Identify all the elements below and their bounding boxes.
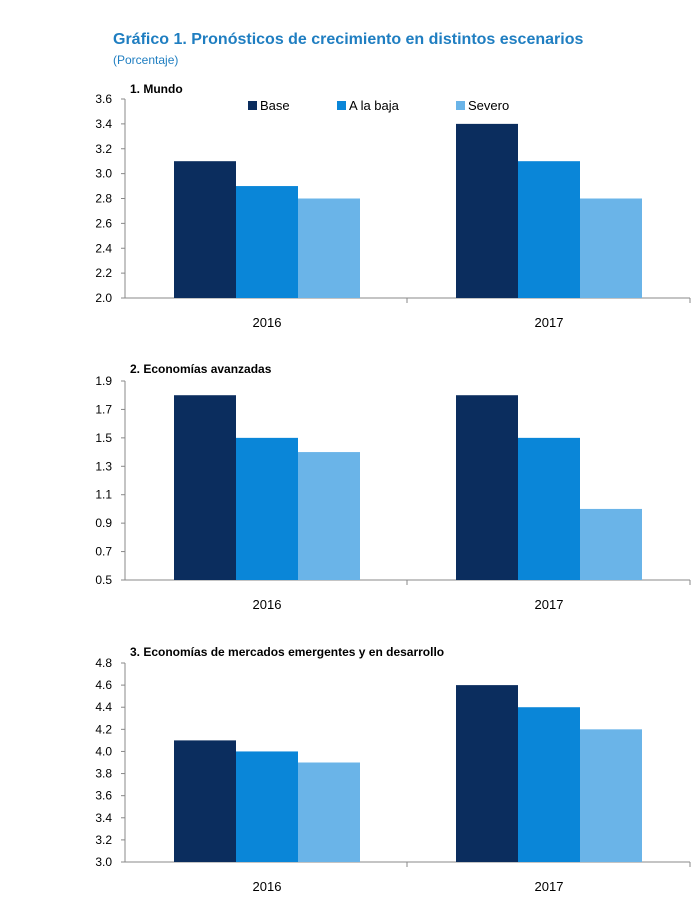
panel-title: 3. Economías de mercados emergentes y en… <box>130 645 444 659</box>
bar-base-2017 <box>456 685 518 862</box>
y-tick-label: 2.6 <box>95 216 112 230</box>
bar-base-2017 <box>456 395 518 580</box>
panel-title: 1. Mundo <box>130 82 183 96</box>
bar-base-2017 <box>456 123 518 298</box>
y-tick-label: 3.6 <box>95 789 112 803</box>
y-tick-label: 1.7 <box>95 402 112 416</box>
legend-swatch <box>337 101 346 110</box>
bar-severo-2017 <box>580 729 642 862</box>
bar-base-2016 <box>174 740 236 862</box>
legend-label: Base <box>260 98 290 113</box>
bar-severo-2017 <box>580 198 642 298</box>
y-tick-label: 3.6 <box>95 92 112 106</box>
y-tick-label: 3.4 <box>95 811 112 825</box>
y-tick-label: 1.3 <box>95 459 112 473</box>
y-tick-label: 1.9 <box>95 374 112 388</box>
y-tick-label: 0.5 <box>95 573 112 587</box>
y-tick-label: 4.8 <box>95 656 112 670</box>
legend-swatch <box>456 101 465 110</box>
chart-title: Gráfico 1. Pronósticos de crecimiento en… <box>113 31 584 48</box>
y-tick-label: 4.0 <box>95 744 112 758</box>
y-tick-label: 2.0 <box>95 291 112 305</box>
legend-label: A la baja <box>349 98 400 113</box>
y-tick-label: 4.4 <box>95 700 112 714</box>
y-tick-label: 3.0 <box>95 167 112 181</box>
x-category-label: 2017 <box>535 597 564 612</box>
legend-swatch <box>248 101 257 110</box>
x-category-label: 2017 <box>535 315 564 330</box>
panel-economias-avanzadas: 2. Economías avanzadas 1.9 1.7 1.5 1.3 1.1 0.9… <box>95 362 691 612</box>
panel-title: 2. Economías avanzadas <box>130 362 272 376</box>
y-tick-label: 1.1 <box>95 488 112 502</box>
y-tick-label: 2.2 <box>95 266 112 280</box>
y-tick-label: 0.9 <box>95 516 112 530</box>
bar-severo-2016 <box>298 762 360 862</box>
bar-severo-2017 <box>580 508 642 580</box>
chart-subtitle: (Porcentaje) <box>113 53 179 67</box>
bar-base-2016 <box>174 161 236 298</box>
y-tick-label: 4.6 <box>95 678 112 692</box>
bar-a-la-baja-2017 <box>518 161 580 298</box>
bar-severo-2016 <box>298 452 360 580</box>
bar-a-la-baja-2017 <box>518 437 580 580</box>
x-category-label: 2017 <box>535 879 564 894</box>
bar-severo-2016 <box>298 198 360 298</box>
bar-a-la-baja-2016 <box>236 437 298 580</box>
y-tick-label: 3.8 <box>95 767 112 781</box>
x-category-label: 2016 <box>253 879 282 894</box>
bar-base-2016 <box>174 395 236 580</box>
x-category-label: 2016 <box>253 597 282 612</box>
bar-a-la-baja-2016 <box>236 751 298 862</box>
y-tick-label: 4.2 <box>95 722 112 736</box>
legend-label: Severo <box>468 98 509 113</box>
y-tick-label: 1.5 <box>95 431 112 445</box>
y-tick-label: 0.7 <box>95 545 112 559</box>
y-tick-label: 2.8 <box>95 192 112 206</box>
bar-a-la-baja-2016 <box>236 186 298 298</box>
y-tick-label: 3.0 <box>95 855 112 869</box>
x-category-label: 2016 <box>253 315 282 330</box>
panel-economias-emergentes: 3. Economías de mercados emergentes y en… <box>95 645 691 894</box>
panel-mundo: 1. Mundo 3.6 3.4 3.2 3.0 2.8 2.6 2.4 2.2 2.0 2016 2… <box>95 82 691 330</box>
y-tick-label: 3.4 <box>95 117 112 131</box>
y-tick-label: 3.2 <box>95 142 112 156</box>
y-tick-label: 3.2 <box>95 833 112 847</box>
bar-a-la-baja-2017 <box>518 707 580 862</box>
y-tick-label: 2.4 <box>95 241 112 255</box>
